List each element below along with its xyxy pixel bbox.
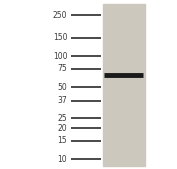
Text: 37: 37 — [58, 96, 67, 105]
Text: 50: 50 — [58, 82, 67, 92]
Text: 20: 20 — [58, 124, 67, 132]
Bar — [103, 4, 145, 166]
Text: 15: 15 — [58, 136, 67, 145]
Text: 100: 100 — [53, 52, 67, 61]
Text: 250: 250 — [53, 10, 67, 20]
Text: 150: 150 — [53, 33, 67, 42]
Text: 10: 10 — [58, 154, 67, 164]
Text: 75: 75 — [58, 64, 67, 73]
Text: 25: 25 — [58, 114, 67, 123]
